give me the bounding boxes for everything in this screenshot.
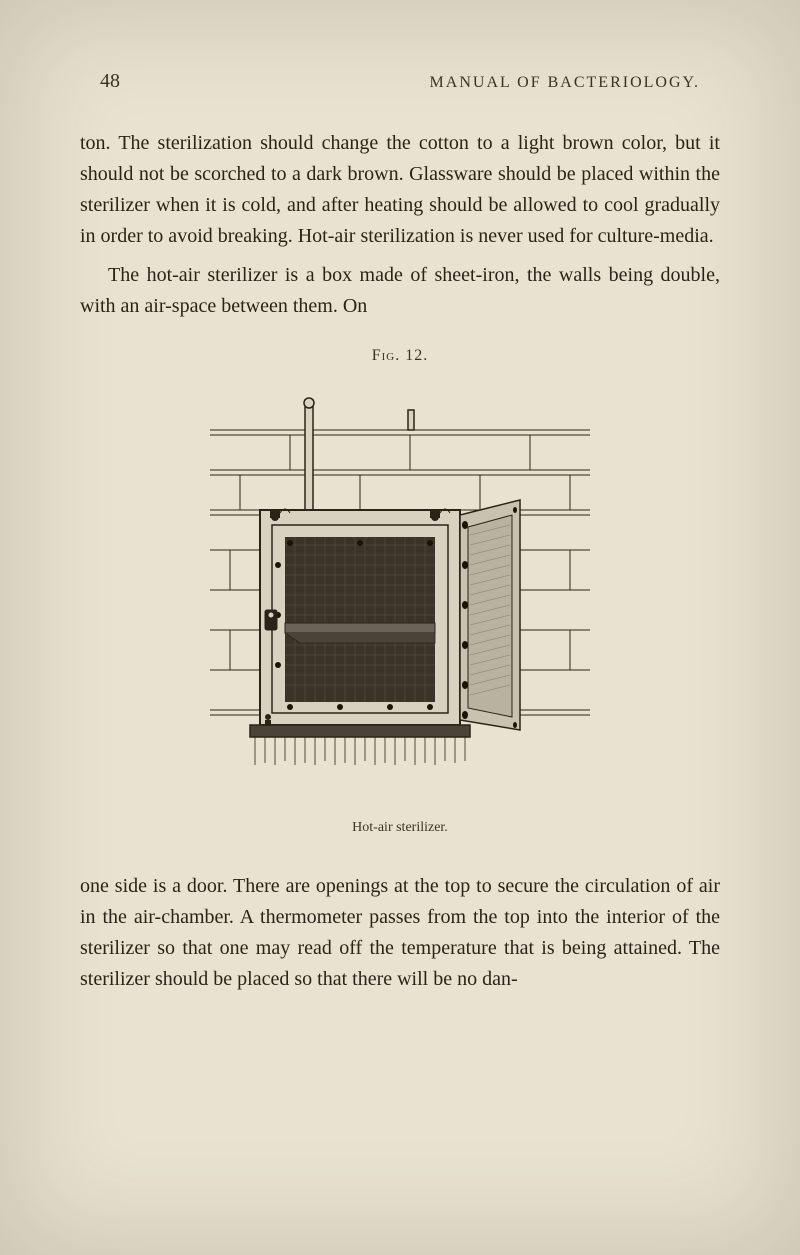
- figure-container: [80, 385, 720, 805]
- paragraph-1: ton. The sterilization should change the…: [80, 128, 720, 252]
- running-title: MANUAL OF BACTERIOLOGY.: [430, 74, 700, 92]
- figure-label: Fig. 12.: [80, 347, 720, 365]
- sterilizer-illustration: [190, 385, 610, 805]
- body-text-lower: one side is a door. There are openings a…: [80, 871, 720, 995]
- figure-caption: Hot-air sterilizer.: [80, 820, 720, 836]
- page-header: 48 MANUAL OF BACTERIOLOGY.: [80, 70, 720, 93]
- body-text-upper: ton. The sterilization should change the…: [80, 128, 720, 322]
- page-number: 48: [100, 70, 120, 93]
- paragraph-2: The hot-air sterilizer is a box made of …: [80, 260, 720, 322]
- paragraph-3: one side is a door. There are openings a…: [80, 871, 720, 995]
